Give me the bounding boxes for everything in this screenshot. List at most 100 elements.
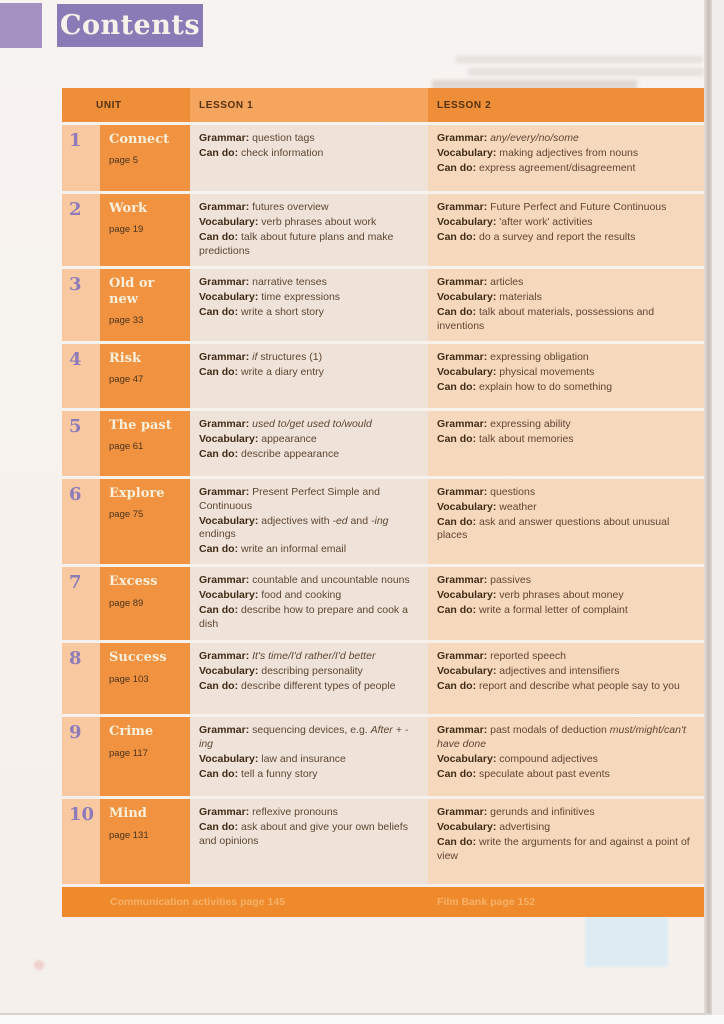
unit-number: 3 xyxy=(62,268,100,341)
lesson-entry: Grammar: countable and uncountable nouns xyxy=(199,574,410,587)
lesson-entry: Can do: talk about materials, possession… xyxy=(437,305,655,332)
lesson2-cell: Grammar: gerunds and infinitives Vocabula… xyxy=(428,799,706,885)
unit-name: The past xyxy=(109,417,172,433)
lesson-entry: Vocabulary: appearance xyxy=(199,432,317,445)
unit-number: 2 xyxy=(62,194,100,266)
lesson-entry: Grammar: gerunds and infinitives xyxy=(437,806,595,819)
lesson-entry: Can do: describe different types of peop… xyxy=(199,680,396,693)
unit-row: 10 Mind page 131 Grammar: reflexive pron… xyxy=(62,799,706,885)
lesson1-cell: Grammar: question tags Can do: check info… xyxy=(190,125,428,191)
lesson2-cell: Grammar: reported speech Vocabulary: adje… xyxy=(428,643,706,715)
unit-row: 8 Success page 103 Grammar: It's time/I'… xyxy=(62,643,706,715)
unit-name: Mind xyxy=(109,806,147,822)
contents-table: UNIT LESSON 1 LESSON 2 1 Connect page 5 … xyxy=(62,88,706,918)
scan-background-bottom xyxy=(0,1015,724,1024)
lesson1-cell: Grammar: countable and uncountable nouns… xyxy=(190,567,428,641)
lesson-entry: Can do: check information xyxy=(199,146,324,159)
unit-name-cell: Risk page 47 xyxy=(100,343,190,408)
lesson1-cell: Grammar: Present Perfect Simple and Cont… xyxy=(190,478,428,565)
lesson1-cell: Grammar: sequencing devices, e.g. After … xyxy=(190,717,428,797)
lesson-entry: Grammar: reflexive pronouns xyxy=(199,806,338,819)
lesson-entry: Vocabulary: describing personality xyxy=(199,665,363,678)
lesson-entry: Can do: do a survey and report the resul… xyxy=(437,230,636,243)
unit-name: Connect xyxy=(109,132,170,147)
lesson-entry: Vocabulary: making adjectives from nouns xyxy=(437,146,639,159)
page-edge-right xyxy=(704,0,712,1013)
lesson-entry: Grammar: Present Perfect Simple and Cont… xyxy=(199,485,380,512)
lesson-entry: Grammar: passives xyxy=(437,574,531,587)
page-edge-bottom xyxy=(0,1013,712,1015)
unit-name: Crime xyxy=(109,724,154,740)
lesson-entry: Grammar: expressing obligation xyxy=(437,350,589,363)
lesson-entry: Grammar: narrative tenses xyxy=(199,275,327,288)
footer-band: Communication activities page 145 Film B… xyxy=(62,887,706,918)
lesson-entry: Grammar: question tags xyxy=(199,132,315,144)
column-header-unit: UNIT xyxy=(62,88,190,122)
page-title: Contents xyxy=(59,10,201,41)
unit-name: Work xyxy=(109,201,148,216)
unit-name-cell: Crime page 117 xyxy=(100,717,190,797)
unit-name: Explore xyxy=(109,485,165,501)
lesson-entry: Vocabulary: advertising xyxy=(437,821,551,834)
contents-banner: Contents xyxy=(57,4,203,47)
lesson-entry: Can do: express agreement/disagreement xyxy=(437,161,636,174)
unit-name: Risk xyxy=(109,350,142,366)
lesson-entry: Can do: explain how to do something xyxy=(437,380,613,393)
unit-page: page 5 xyxy=(109,155,139,167)
lesson-entry: Grammar: Future Perfect and Future Conti… xyxy=(437,201,667,213)
unit-page: page 89 xyxy=(109,597,144,609)
communication-activities-label: Communication activities page 145 xyxy=(110,896,286,909)
lesson-entry: Can do: describe how to prepare and cook… xyxy=(199,604,408,631)
lesson-entry: Vocabulary: food and cooking xyxy=(199,589,342,602)
lesson-entry: Vocabulary: verb phrases about money xyxy=(437,589,624,602)
unit-row: 5 The past page 61 Grammar: used to/get … xyxy=(62,410,706,476)
unit-name-cell: Explore page 75 xyxy=(100,478,190,565)
lesson-entry: Grammar: questions xyxy=(437,485,536,498)
lesson2-cell: Grammar: past modals of deduction must/m… xyxy=(428,717,706,797)
lesson1-cell: Grammar: futures overview Vocabulary: ver… xyxy=(190,194,428,266)
film-bank-label: Film Bank page 152 xyxy=(437,896,536,909)
unit-name: Old or new xyxy=(109,275,155,308)
unit-name-cell: Success page 103 xyxy=(100,643,190,715)
table-header-row: UNIT LESSON 1 LESSON 2 xyxy=(62,88,706,122)
lesson1-cell: Grammar: reflexive pronouns Can do: ask a… xyxy=(190,799,428,885)
unit-page: page 33 xyxy=(109,315,144,327)
lesson1-cell: Grammar: narrative tenses Vocabulary: tim… xyxy=(190,268,428,341)
lesson-entry: Grammar: past modals of deduction must/m… xyxy=(437,724,686,751)
lesson-entry: Grammar: used to/get used to/would xyxy=(199,417,372,430)
show-through-artifact xyxy=(455,56,703,63)
lesson-entry: Can do: describe appearance xyxy=(199,447,340,460)
lesson-entry: Grammar: It's time/I'd rather/I'd better xyxy=(199,650,376,663)
lesson-entry: Can do: talk about memories xyxy=(437,432,574,445)
scan-background-right xyxy=(712,0,724,1024)
lesson1-cell: Grammar: It's time/I'd rather/I'd better… xyxy=(190,643,428,715)
lesson2-cell: Grammar: expressing obligation Vocabulary… xyxy=(428,343,706,408)
lesson-entry: Can do: write a diary entry xyxy=(199,365,324,378)
lesson-entry: Vocabulary: materials xyxy=(437,290,542,303)
lesson-entry: Can do: report and describe what people … xyxy=(437,680,680,693)
lesson2-cell: Grammar: articles Vocabulary: materials Ca… xyxy=(428,268,706,341)
lesson-entry: Vocabulary: verb phrases about work xyxy=(199,215,377,228)
unit-row: 6 Explore page 75 Grammar: Present Perfe… xyxy=(62,478,706,565)
lesson2-cell: Grammar: passives Vocabulary: verb phrase… xyxy=(428,567,706,641)
unit-number: 8 xyxy=(62,643,100,715)
lesson-entry: Vocabulary: 'after work' activities xyxy=(437,215,593,228)
column-header-lesson1: LESSON 1 xyxy=(190,88,428,122)
unit-page: page 19 xyxy=(109,224,144,236)
unit-page: page 131 xyxy=(109,829,149,841)
lesson1-cell: Grammar: if structures (1) Can do: write … xyxy=(190,343,428,408)
lesson-entry: Vocabulary: physical movements xyxy=(437,365,595,378)
unit-page: page 75 xyxy=(109,508,144,520)
unit-name: Excess xyxy=(109,574,158,590)
unit-page: page 103 xyxy=(109,673,149,685)
lesson-entry: Can do: ask about and give your own beli… xyxy=(199,821,408,848)
unit-number: 4 xyxy=(62,343,100,408)
column-header-lesson2: LESSON 2 xyxy=(428,88,706,122)
lesson2-cell: Grammar: questions Vocabulary: weather Can… xyxy=(428,478,706,565)
lesson-entry: Can do: write a formal letter of complai… xyxy=(437,604,628,617)
unit-name: Success xyxy=(109,650,167,666)
unit-name-cell: Mind page 131 xyxy=(100,799,190,885)
lesson-entry: Vocabulary: law and insurance xyxy=(199,753,346,766)
lesson-entry: Can do: ask and answer questions about u… xyxy=(437,515,670,542)
